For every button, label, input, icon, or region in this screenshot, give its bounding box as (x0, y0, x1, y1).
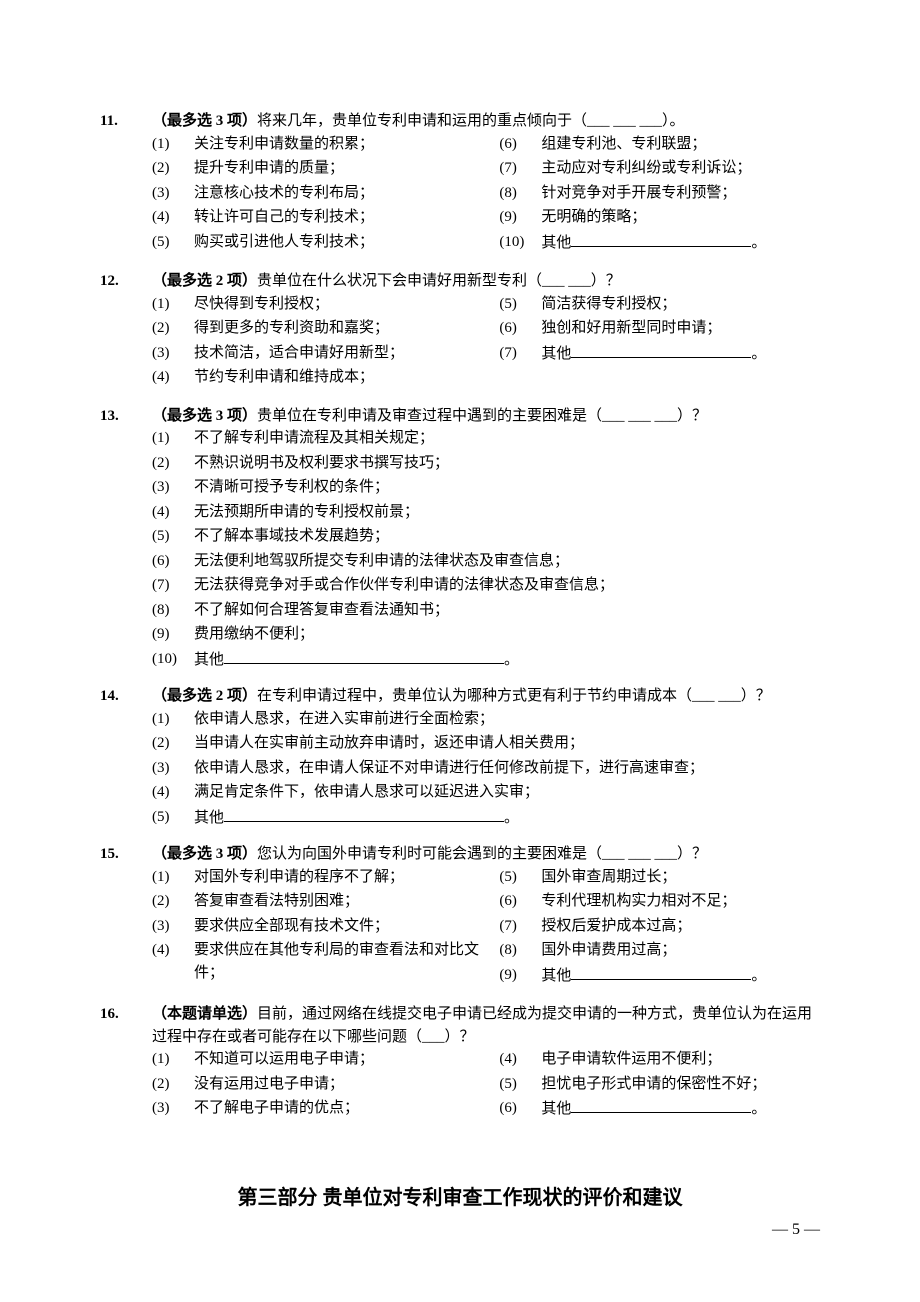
q13-prefix: （最多选 3 项） (152, 408, 257, 424)
q13-options: (1)不了解专利申请流程及其相关规定； (2)不熟识说明书及权利要求书撰写技巧；… (152, 427, 820, 671)
blank[interactable] (571, 231, 751, 247)
q16-stem: （本题请单选）目前，通过网络在线提交电子申请已经成为提交申请的一种方式，贵单位认… (152, 1003, 820, 1048)
q16-num: 16. (100, 1003, 152, 1026)
q11-prefix: （最多选 3 项） (152, 113, 257, 129)
q15-num: 15. (100, 843, 152, 866)
blank[interactable] (571, 1097, 751, 1113)
q15-stem: （最多选 3 项）您认为向国外申请专利时可能会遇到的主要困难是（___ ___ … (152, 843, 820, 866)
q14-num: 14. (100, 685, 152, 708)
question-15: 15. （最多选 3 项）您认为向国外申请专利时可能会遇到的主要困难是（___ … (100, 843, 820, 989)
q14-prefix: （最多选 2 项） (152, 688, 257, 704)
blank[interactable] (224, 648, 504, 664)
question-12: 12. （最多选 2 项）贵单位在什么状况下会申请好用新型专利（___ ___）… (100, 270, 820, 391)
q13-rest: 贵单位在专利申请及审查过程中遇到的主要困难是（___ ___ ___）？ (257, 408, 707, 424)
q16-options: (1)不知道可以运用电子申请； (2)没有运用过电子申请； (3)不了解电子申请… (152, 1048, 820, 1123)
q11-num: 11. (100, 110, 152, 133)
question-13: 13. （最多选 3 项）贵单位在专利申请及审查过程中遇到的主要困难是（___ … (100, 405, 820, 672)
blank[interactable] (571, 964, 751, 980)
q15-rest: 您认为向国外申请专利时可能会遇到的主要困难是（___ ___ ___）？ (257, 846, 707, 862)
q16-col-left: (1)不知道可以运用电子申请； (2)没有运用过电子申请； (3)不了解电子申请… (152, 1048, 499, 1123)
q12-rest: 贵单位在什么状况下会申请好用新型专利（___ ___）？ (257, 273, 621, 289)
q15-options: (1)对国外专利申请的程序不了解； (2)答复审查看法特别困难； (3)要求供应… (152, 866, 820, 990)
q15-col-left: (1)对国外专利申请的程序不了解； (2)答复审查看法特别困难； (3)要求供应… (152, 866, 499, 990)
q12-col-left: (1)尽快得到专利授权； (2)得到更多的专利资助和嘉奖； (3)技术简洁，适合… (152, 293, 499, 391)
q14-stem: （最多选 2 项）在专利申请过程中，贵单位认为哪种方式更有利于节约申请成本（__… (152, 685, 820, 708)
blank[interactable] (571, 342, 751, 358)
q11-stem: （最多选 3 项）将来几年，贵单位专利申请和运用的重点倾向于（___ ___ _… (152, 110, 820, 133)
page: 11. （最多选 3 项）将来几年，贵单位专利申请和运用的重点倾向于（___ _… (0, 0, 920, 1302)
q11-col-right: (6)组建专利池、专利联盟； (7)主动应对专利纠纷或专利诉讼； (8)针对竞争… (499, 133, 820, 257)
q16-col-right: (4)电子申请软件运用不便利； (5)担忧电子形式申请的保密性不好； (6)其他… (499, 1048, 820, 1123)
q13-stem: （最多选 3 项）贵单位在专利申请及审查过程中遇到的主要困难是（___ ___ … (152, 405, 820, 428)
question-11: 11. （最多选 3 项）将来几年，贵单位专利申请和运用的重点倾向于（___ _… (100, 110, 820, 256)
q11-options: (1)关注专利申请数量的积累； (2)提升专利申请的质量； (3)注意核心技术的… (152, 133, 820, 257)
q15-prefix: （最多选 3 项） (152, 846, 257, 862)
q12-options: (1)尽快得到专利授权； (2)得到更多的专利资助和嘉奖； (3)技术简洁，适合… (152, 293, 820, 391)
q14-options: (1)依申请人恳求，在进入实审前进行全面检索； (2)当申请人在实审前主动放弃申… (152, 708, 820, 830)
section-title: 第三部分 贵单位对专利审查工作现状的评价和建议 (100, 1183, 820, 1213)
q14-rest: 在专利申请过程中，贵单位认为哪种方式更有利于节约申请成本（___ ___）？ (257, 688, 771, 704)
q13-num: 13. (100, 405, 152, 428)
q12-stem: （最多选 2 项）贵单位在什么状况下会申请好用新型专利（___ ___）？ (152, 270, 820, 293)
page-number: — 5 — (772, 1218, 820, 1242)
q15-col-right: (5)国外审查周期过长； (6)专利代理机构实力相对不足； (7)授权后爱护成本… (499, 866, 820, 990)
question-14: 14. （最多选 2 项）在专利申请过程中，贵单位认为哪种方式更有利于节约申请成… (100, 685, 820, 829)
q11-col-left: (1)关注专利申请数量的积累； (2)提升专利申请的质量； (3)注意核心技术的… (152, 133, 499, 257)
q11-rest: 将来几年，贵单位专利申请和运用的重点倾向于（___ ___ ___）。 (257, 113, 685, 129)
blank[interactable] (224, 806, 504, 822)
question-16: 16. （本题请单选）目前，通过网络在线提交电子申请已经成为提交申请的一种方式，… (100, 1003, 820, 1123)
q12-num: 12. (100, 270, 152, 293)
q12-prefix: （最多选 2 项） (152, 273, 257, 289)
q12-col-right: (5)简洁获得专利授权； (6)独创和好用新型同时申请； (7)其他。 (499, 293, 820, 391)
q16-prefix: （本题请单选） (152, 1006, 257, 1022)
